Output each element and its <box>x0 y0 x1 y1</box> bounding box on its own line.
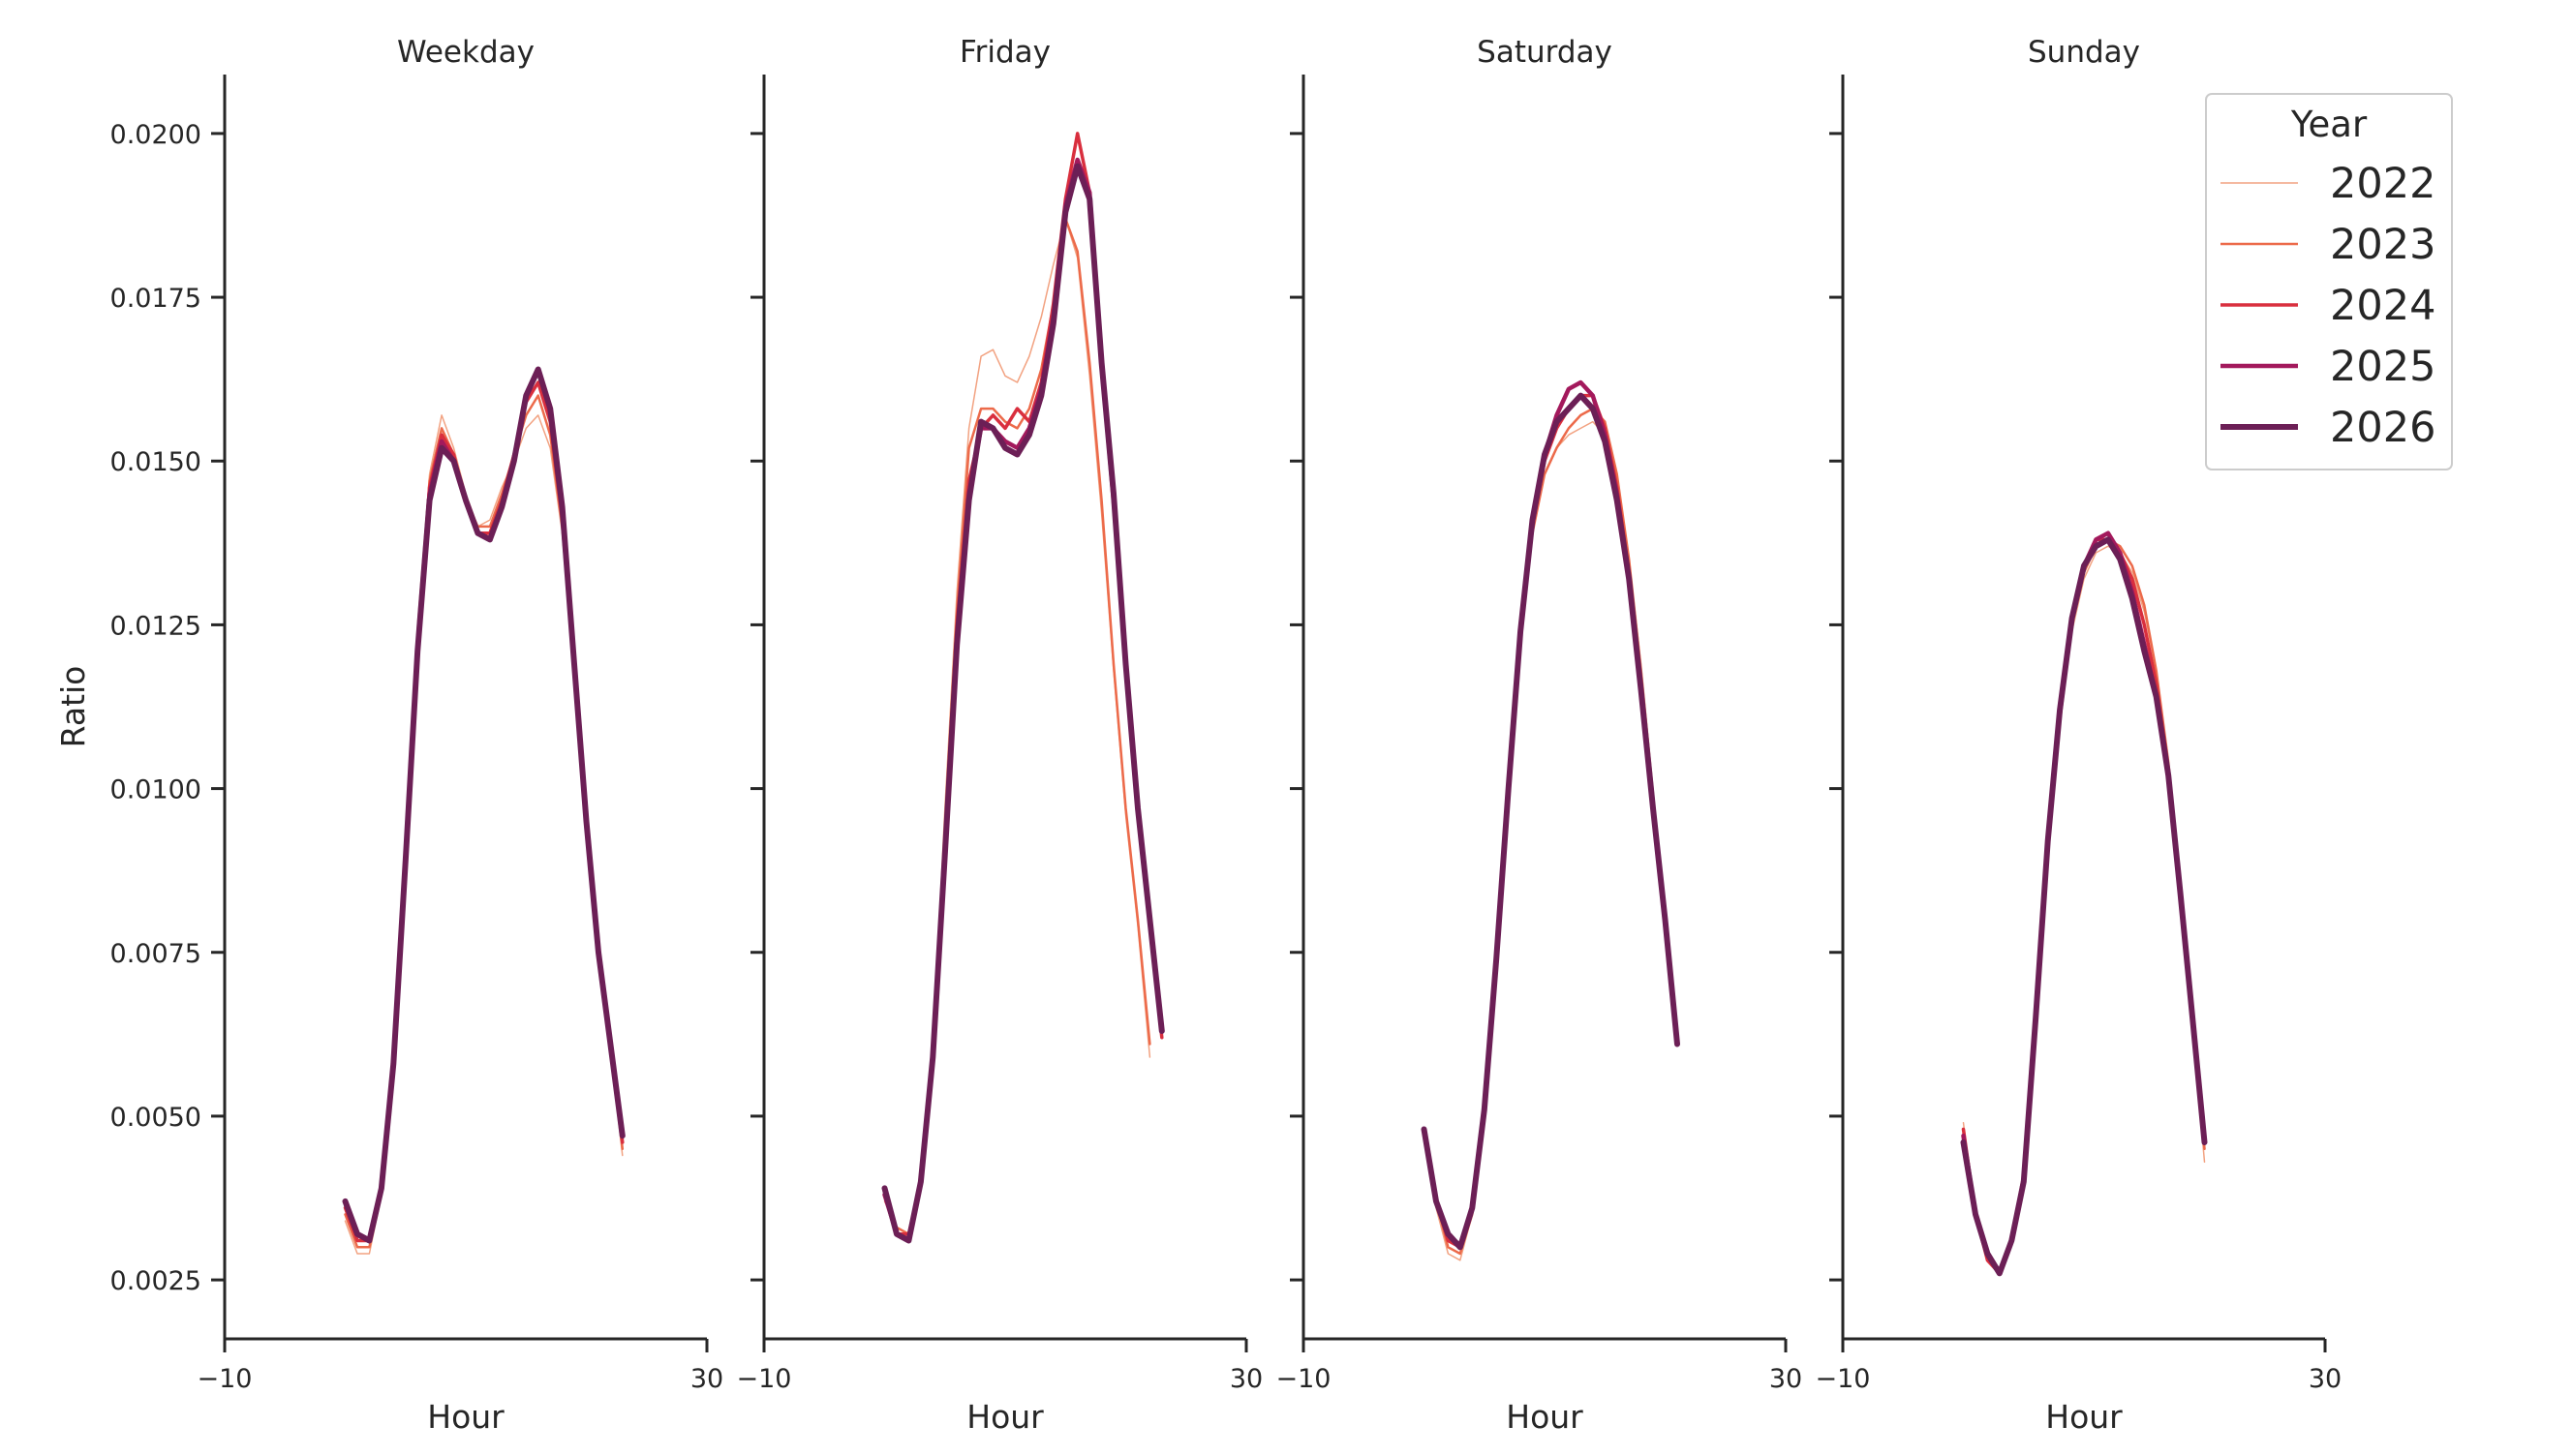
series-line-2024 <box>1961 537 2207 1276</box>
x-tick-label: −10 <box>737 1364 792 1394</box>
series-line-2026 <box>1421 392 1680 1251</box>
series-line-2023 <box>883 217 1151 1235</box>
y-tick-label: 0.0050 <box>110 1103 201 1133</box>
series-line-2024 <box>882 132 1164 1236</box>
series-line-2026 <box>1960 536 2208 1277</box>
x-tick-label: −10 <box>198 1364 253 1394</box>
x-tick-label: 30 <box>1769 1364 1802 1394</box>
x-axis-label: Hour <box>2045 1398 2123 1436</box>
series-line-2022 <box>883 218 1151 1235</box>
panel-title: Sunday <box>2028 35 2140 70</box>
legend-label-2024: 2024 <box>2330 282 2435 330</box>
series-line-2023 <box>1962 538 2206 1275</box>
y-tick-label: 0.0025 <box>110 1266 201 1296</box>
panel-title: Saturday <box>1477 35 1612 70</box>
y-tick-label: 0.0100 <box>110 775 201 805</box>
x-tick-label: 30 <box>690 1364 723 1394</box>
series-line-2025 <box>882 157 1165 1243</box>
y-tick-label: 0.0150 <box>110 447 201 477</box>
y-axis-label: Ratio <box>54 666 92 748</box>
legend-label-2022: 2022 <box>2330 160 2435 208</box>
x-tick-label: 30 <box>2309 1364 2342 1394</box>
x-axis-label: Hour <box>966 1398 1044 1436</box>
legend-label-2025: 2025 <box>2330 343 2435 391</box>
legend-label-2023: 2023 <box>2330 221 2435 269</box>
series-line-2025 <box>1961 531 2207 1276</box>
legend-box <box>2205 93 2453 470</box>
y-tick-label: 0.0075 <box>110 939 201 969</box>
y-tick-label: 0.0175 <box>110 284 201 314</box>
panel-title: Friday <box>960 35 1051 70</box>
x-tick-label: 30 <box>1230 1364 1263 1394</box>
series-line-2026 <box>342 366 626 1244</box>
series-line-2022 <box>1962 545 2206 1275</box>
series-line-2022 <box>1423 420 1678 1261</box>
x-tick-label: −10 <box>1816 1364 1871 1394</box>
y-tick-label: 0.0125 <box>110 611 201 641</box>
legend-label-2026: 2026 <box>2330 404 2435 452</box>
series-line-2025 <box>1422 379 1680 1250</box>
series-line-2024 <box>1422 393 1679 1250</box>
x-axis-label: Hour <box>1506 1398 1583 1436</box>
series-line-2023 <box>1423 407 1679 1256</box>
series-line-2026 <box>881 163 1165 1244</box>
x-tick-label: −10 <box>1276 1364 1332 1394</box>
y-tick-label: 0.0200 <box>110 120 201 150</box>
legend-title: Year <box>2290 104 2368 145</box>
x-axis-label: Hour <box>427 1398 505 1436</box>
panel-title: Weekday <box>397 35 535 70</box>
